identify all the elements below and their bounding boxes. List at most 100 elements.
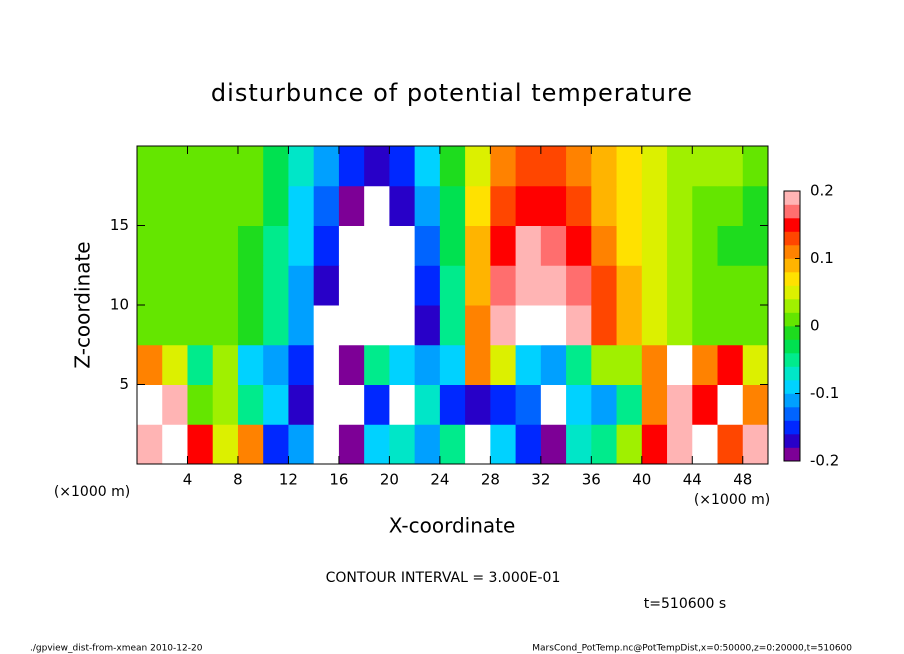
colorbar-swatch (784, 326, 800, 340)
field-cell (338, 344, 365, 385)
field-cell (490, 146, 517, 187)
field-cell (288, 384, 315, 425)
colorbar-tick-label: -0.1 (810, 384, 839, 402)
field-cell (263, 305, 289, 346)
field-cell (137, 185, 163, 226)
colorbar-swatch (784, 353, 800, 367)
field-cell (717, 225, 744, 266)
field-cell (515, 424, 542, 465)
field-cell (692, 265, 719, 306)
field-cell (465, 185, 491, 226)
x-tick-label: 16 (329, 471, 348, 489)
field-cell (566, 185, 592, 226)
field-cell (667, 146, 693, 187)
colorbar-swatch (784, 434, 800, 448)
field-cell (414, 265, 441, 306)
y-unit: (×1000 m) (54, 484, 130, 500)
field-cell (566, 305, 592, 346)
field-cell (162, 185, 188, 226)
field-cell (692, 146, 719, 187)
field-cell (212, 225, 239, 266)
field-cell (263, 424, 289, 465)
field-cell (515, 265, 542, 306)
x-tick-label: 4 (183, 471, 193, 489)
field-cell (237, 265, 264, 306)
field-cell (490, 424, 517, 465)
x-axis-label: X-coordinate (389, 514, 516, 538)
colorbar-swatch (784, 191, 800, 205)
field-cell (641, 384, 668, 425)
field-cell (414, 185, 441, 226)
field-cell (439, 225, 466, 266)
colorbar-swatch (784, 272, 800, 286)
field-cell (288, 305, 315, 346)
field-cell (591, 146, 618, 187)
field-cell (540, 344, 567, 385)
field-cell (414, 384, 441, 425)
colorbar-swatch (784, 312, 800, 327)
field-cell (616, 265, 643, 306)
field-cell (187, 344, 214, 385)
field-cell (263, 265, 289, 306)
field-cell (490, 384, 517, 425)
field-cell (212, 344, 239, 385)
field-cell (667, 344, 693, 385)
field-cell (540, 185, 567, 226)
field-cell (137, 225, 163, 266)
field-cell (338, 384, 365, 425)
field-cell (591, 424, 618, 465)
x-tick-label: 32 (531, 471, 550, 489)
field-cell (540, 305, 567, 346)
field-cell (338, 265, 365, 306)
field-cell (212, 384, 239, 425)
field-cell (490, 265, 517, 306)
field-cell (742, 225, 769, 266)
chart-title: disturbunce of potential temperature (211, 79, 693, 107)
field-cell (641, 424, 668, 465)
field-cell (439, 305, 466, 346)
field-cell (667, 384, 693, 425)
field-cell (187, 384, 214, 425)
field-cell (162, 146, 188, 187)
field-cell (364, 146, 390, 187)
field-cell (490, 185, 517, 226)
field-cell (717, 265, 744, 306)
colorbar-swatch (784, 407, 800, 421)
footer-right: MarsCond_PotTemp.nc@PotTempDist,x=0:5000… (532, 644, 852, 654)
field-cell (313, 265, 340, 306)
field-cell (237, 225, 264, 266)
field-cell (263, 146, 289, 187)
field-cell (540, 146, 567, 187)
field-cell (263, 384, 289, 425)
field-cell (212, 146, 239, 187)
field-cell (389, 265, 416, 306)
field-cell (263, 225, 289, 266)
y-tick-label: 10 (110, 296, 129, 314)
field-cell (566, 146, 592, 187)
field-cell (162, 305, 188, 346)
field-cell (389, 305, 416, 346)
x-tick-label: 48 (733, 471, 752, 489)
field-cell (742, 344, 769, 385)
field-cell (162, 225, 188, 266)
field-cell (616, 146, 643, 187)
field-cell (237, 424, 264, 465)
field-cell (338, 225, 365, 266)
field-cell (692, 225, 719, 266)
field-cell (515, 146, 542, 187)
colorbar-tick-label: 0.2 (810, 182, 834, 200)
field-cell (490, 225, 517, 266)
field-cell (162, 384, 188, 425)
field-cell (591, 305, 618, 346)
field-cell (288, 146, 315, 187)
field-cell (389, 225, 416, 266)
field-cell (667, 305, 693, 346)
field-cell (616, 305, 643, 346)
field-cell (641, 185, 668, 226)
colorbar-swatch (784, 285, 800, 300)
y-tick-label: 5 (119, 375, 129, 393)
field-cell (540, 424, 567, 465)
field-cell (137, 424, 163, 465)
field-cell (313, 344, 340, 385)
field-cell (187, 424, 214, 465)
